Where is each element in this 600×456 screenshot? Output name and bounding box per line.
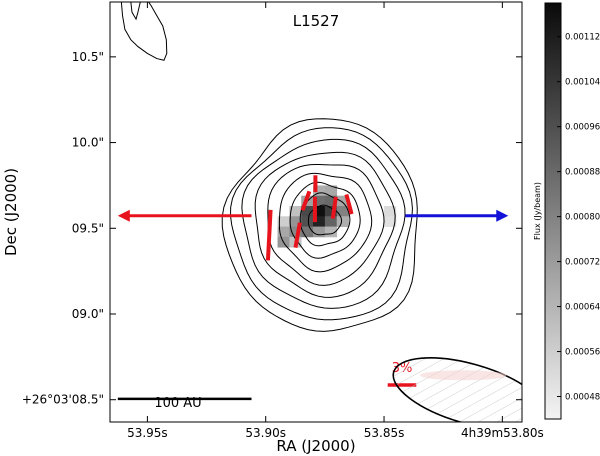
x-tick-label: 53.85s: [364, 426, 405, 440]
colorbar-tick-label: 0.00112: [565, 33, 600, 43]
flux-pixel: [313, 185, 326, 197]
contour-line: [230, 127, 413, 321]
flux-pixel: [289, 226, 302, 238]
flux-pixel: [336, 216, 349, 227]
outflow-arrow-head: [117, 209, 130, 222]
colorbar-tick-label: 0.00104: [565, 78, 600, 88]
polarization-vector: [330, 196, 338, 219]
contour-line: [278, 172, 373, 273]
polarization-vector: [293, 222, 302, 248]
flux-pixel: [313, 206, 326, 217]
flux-pixel: [384, 216, 397, 227]
corner-contour: [120, 2, 168, 61]
beam-tint: [420, 370, 507, 381]
colorbar-tick-label: 0.00072: [565, 258, 600, 268]
colorbar: [544, 2, 562, 420]
y-axis-title: Dec (J2000): [2, 168, 20, 256]
flux-pixel: [313, 195, 326, 207]
corner-contour-inner: [130, 2, 141, 21]
flux-pixel: [324, 185, 338, 197]
colorbar-ticks: 0.00048 0.00056 0.00064 0.00072 0.00080 0.000…: [557, 33, 600, 403]
colorbar-tick-label: 0.00080: [565, 213, 600, 223]
polarization-vector: [344, 193, 354, 215]
panel-title: L1527: [293, 12, 340, 30]
axis-ticks: 53.95s 53.90s 53.85s 4h39m53.80s +26°03'08.5…: [22, 2, 544, 440]
flux-pixel: [384, 206, 397, 217]
contour-line: [241, 138, 406, 309]
colorbar-tick-label: 0.00096: [565, 123, 600, 133]
flux-pixel: [324, 206, 338, 217]
y-tick-label: 09.5": [72, 221, 104, 235]
flux-pixel: [277, 216, 290, 227]
flux-pixel: [324, 195, 338, 207]
x-tick-label: 53.95s: [127, 426, 168, 440]
y-tick-label: 09.0": [72, 307, 104, 321]
flux-pixel: [336, 206, 349, 217]
flux-pixel: [324, 216, 338, 227]
y-tick-label: 10.0": [72, 136, 104, 150]
flux-pixel: [301, 226, 314, 238]
flux-pixel: [324, 226, 338, 238]
colorbar-tick-label: 0.00048: [565, 393, 600, 403]
polarization-vector: [265, 209, 273, 261]
polarization-vectors: [265, 175, 354, 261]
x-tick-label: 4h39m53.80s: [461, 426, 544, 440]
flux-pixel: [301, 216, 314, 227]
x-axis-title: RA (J2000): [276, 437, 355, 455]
colorbar-tick-label: 0.00064: [565, 303, 600, 313]
contour-line: [254, 151, 396, 298]
flux-pixel: [313, 226, 326, 238]
flux-pixel: [289, 206, 302, 217]
contour-line: [289, 181, 361, 259]
annotation-layer: L1527 3% 100 AU: [117, 12, 522, 422]
colorbar-tick-label: 0.00056: [565, 348, 600, 358]
flux-pixel: [277, 226, 290, 238]
y-tick-label: +26°03'08.5": [22, 393, 104, 407]
x-tick-label: 53.90s: [245, 426, 286, 440]
outflow-arrow-head: [496, 209, 509, 222]
colorbar-tick-label: 0.00088: [565, 168, 600, 178]
colorbar-title: Flux (Jy/beam): [533, 182, 542, 240]
flux-pixel: [301, 206, 314, 217]
plot-frame: [109, 1, 523, 423]
outflow-arrows: [117, 209, 509, 222]
flux-pixel: [289, 216, 302, 227]
y-tick-label: 10.5": [72, 50, 104, 64]
contour-line: [221, 118, 418, 332]
flux-pixel: [336, 195, 349, 207]
flux-pixel: [313, 216, 326, 227]
polarization-vector: [300, 190, 312, 212]
